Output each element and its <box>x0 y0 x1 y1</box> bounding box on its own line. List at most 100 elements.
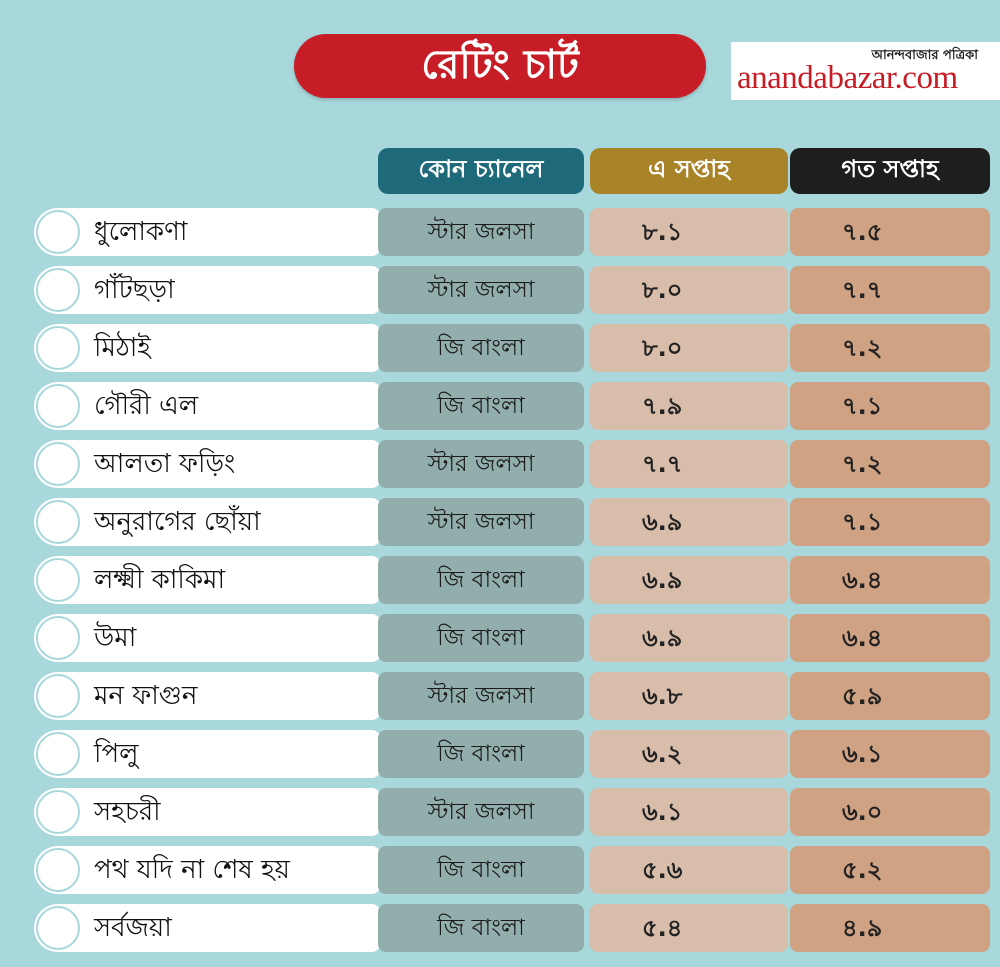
this-week-cell: ৮.০ <box>590 266 788 314</box>
logo-english-text: anandabazar.com <box>737 60 958 96</box>
this-week-cell: ৭.৭ <box>590 440 788 488</box>
serial-name-cell: পিলু <box>34 730 380 778</box>
logo-bengali-text: আনন্দবাজার পত্রিকা <box>871 48 978 63</box>
serial-name-cell: অনুরাগের ছোঁয়া <box>34 498 380 546</box>
serial-name: গাঁটছড়া <box>94 275 175 305</box>
header-channel: কোন চ্যানেল <box>378 148 584 194</box>
serial-name: মন ফাগুন <box>94 681 198 711</box>
row-circle-icon <box>36 326 80 370</box>
anandabazar-logo[interactable]: আনন্দবাজার পত্রিকা anandabazar.com <box>731 42 1000 100</box>
last-week-cell: ৫.২ <box>790 846 990 894</box>
channel-cell: স্টার জলসা <box>378 672 584 720</box>
table-row: ধুলোকণা স্টার জলসা ৮.১ ৭.৫ <box>0 208 1000 256</box>
this-week-value: ৬.৯ <box>642 566 683 594</box>
serial-name: পথ যদি না শেষ হয় <box>94 855 290 885</box>
table-row: পথ যদি না শেষ হয় জি বাংলা ৫.৬ ৫.২ <box>0 846 1000 894</box>
last-week-value: ৭.১ <box>842 392 883 420</box>
this-week-cell: ৮.১ <box>590 208 788 256</box>
last-week-cell: ৭.১ <box>790 498 990 546</box>
row-circle-icon <box>36 906 80 950</box>
serial-name: সহচরী <box>94 797 161 827</box>
serial-name-cell: গাঁটছড়া <box>34 266 380 314</box>
last-week-value: ৫.২ <box>842 856 883 884</box>
this-week-value: ৬.৯ <box>642 624 683 652</box>
channel-cell: জি বাংলা <box>378 730 584 778</box>
row-circle-icon <box>36 674 80 718</box>
this-week-cell: ৬.৯ <box>590 556 788 604</box>
header-last-week: গত সপ্তাহ <box>790 148 990 194</box>
channel-cell: জি বাংলা <box>378 382 584 430</box>
this-week-value: ৭.৭ <box>642 450 683 478</box>
table-row: মন ফাগুন স্টার জলসা ৬.৮ ৫.৯ <box>0 672 1000 720</box>
serial-name: লক্ষ্মী কাকিমা <box>94 565 225 595</box>
last-week-cell: ৭.২ <box>790 440 990 488</box>
row-circle-icon <box>36 384 80 428</box>
last-week-cell: ৭.১ <box>790 382 990 430</box>
this-week-cell: ৮.০ <box>590 324 788 372</box>
this-week-value: ৮.০ <box>642 276 683 304</box>
channel-cell: স্টার জলসা <box>378 498 584 546</box>
last-week-cell: ৬.৪ <box>790 556 990 604</box>
this-week-cell: ৬.২ <box>590 730 788 778</box>
this-week-cell: ৬.৯ <box>590 498 788 546</box>
table-row: মিঠাই জি বাংলা ৮.০ ৭.২ <box>0 324 1000 372</box>
row-circle-icon <box>36 790 80 834</box>
serial-name-cell: মিঠাই <box>34 324 380 372</box>
row-circle-icon <box>36 732 80 776</box>
channel-cell: স্টার জলসা <box>378 440 584 488</box>
last-week-value: ৬.০ <box>842 798 883 826</box>
row-circle-icon <box>36 848 80 892</box>
channel-cell: জি বাংলা <box>378 324 584 372</box>
chart-title: রেটিং চার্ট <box>294 34 706 98</box>
table-row: আলতা ফড়িং স্টার জলসা ৭.৭ ৭.২ <box>0 440 1000 488</box>
table-row: উমা জি বাংলা ৬.৯ ৬.৪ <box>0 614 1000 662</box>
last-week-cell: ৬.০ <box>790 788 990 836</box>
serial-name: গৌরী এল <box>94 391 199 421</box>
last-week-cell: ৭.৫ <box>790 208 990 256</box>
last-week-value: ৭.১ <box>842 508 883 536</box>
channel-cell: স্টার জলসা <box>378 208 584 256</box>
serial-name-cell: সহচরী <box>34 788 380 836</box>
serial-name: অনুরাগের ছোঁয়া <box>94 507 261 537</box>
this-week-cell: ৬.১ <box>590 788 788 836</box>
table-row: গাঁটছড়া স্টার জলসা ৮.০ ৭.৭ <box>0 266 1000 314</box>
this-week-value: ৭.৯ <box>642 392 683 420</box>
this-week-value: ৬.৮ <box>642 682 683 710</box>
serial-name-cell: পথ যদি না শেষ হয় <box>34 846 380 894</box>
last-week-value: ৬.৪ <box>842 624 883 652</box>
this-week-value: ৮.০ <box>642 334 683 362</box>
channel-cell: জি বাংলা <box>378 846 584 894</box>
last-week-cell: ৬.৪ <box>790 614 990 662</box>
last-week-value: ৪.৯ <box>842 914 883 942</box>
last-week-cell: ৪.৯ <box>790 904 990 952</box>
channel-cell: স্টার জলসা <box>378 788 584 836</box>
row-circle-icon <box>36 558 80 602</box>
channel-cell: জি বাংলা <box>378 614 584 662</box>
table-row: অনুরাগের ছোঁয়া স্টার জলসা ৬.৯ ৭.১ <box>0 498 1000 546</box>
last-week-cell: ৭.৭ <box>790 266 990 314</box>
serial-name: উমা <box>94 623 137 653</box>
this-week-cell: ৬.৮ <box>590 672 788 720</box>
this-week-cell: ৫.৪ <box>590 904 788 952</box>
last-week-cell: ৬.১ <box>790 730 990 778</box>
serial-name: পিলু <box>94 739 139 769</box>
row-circle-icon <box>36 210 80 254</box>
serial-name: মিঠাই <box>94 333 151 363</box>
serial-name-cell: মন ফাগুন <box>34 672 380 720</box>
last-week-value: ৬.১ <box>842 740 883 768</box>
channel-cell: জি বাংলা <box>378 904 584 952</box>
row-circle-icon <box>36 268 80 312</box>
serial-name: ধুলোকণা <box>94 217 188 247</box>
serial-name-cell: লক্ষ্মী কাকিমা <box>34 556 380 604</box>
last-week-value: ৬.৪ <box>842 566 883 594</box>
last-week-cell: ৫.৯ <box>790 672 990 720</box>
table-row: গৌরী এল জি বাংলা ৭.৯ ৭.১ <box>0 382 1000 430</box>
last-week-cell: ৭.২ <box>790 324 990 372</box>
table-row: লক্ষ্মী কাকিমা জি বাংলা ৬.৯ ৬.৪ <box>0 556 1000 604</box>
this-week-value: ৬.৯ <box>642 508 683 536</box>
serial-name: সর্বজয়া <box>94 913 172 943</box>
this-week-cell: ৫.৬ <box>590 846 788 894</box>
this-week-cell: ৬.৯ <box>590 614 788 662</box>
serial-name-cell: উমা <box>34 614 380 662</box>
row-circle-icon <box>36 616 80 660</box>
